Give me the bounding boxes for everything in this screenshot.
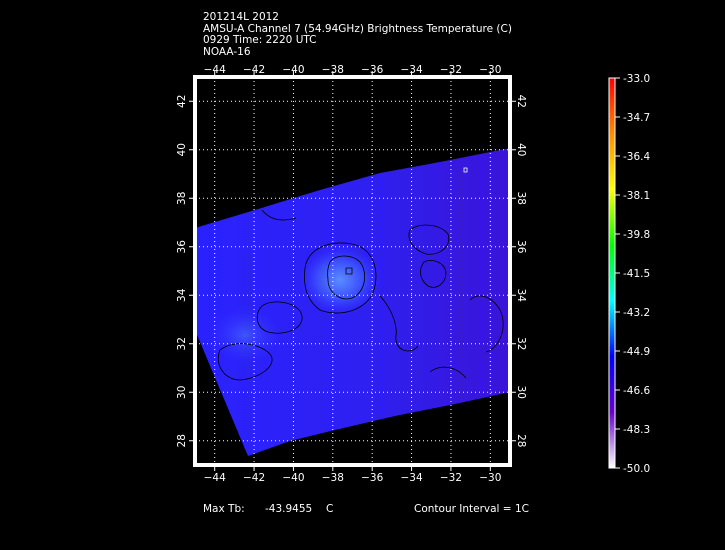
- map-frame: [193, 75, 512, 467]
- lon-label-bottom: −32: [440, 472, 462, 484]
- max-tb-unit: C: [326, 503, 334, 515]
- lon-label-top: −42: [243, 64, 265, 76]
- lon-label-bottom: −44: [204, 472, 226, 484]
- lon-label-top: −36: [361, 64, 383, 76]
- lat-label-left: 42: [176, 95, 188, 108]
- colorbar-ticks: [615, 77, 620, 469]
- lon-label-bottom: −40: [282, 472, 304, 484]
- satellite-name: NOAA-16: [203, 45, 251, 58]
- lat-label-left: 32: [176, 337, 188, 350]
- max-tb-label: Max Tb:: [203, 503, 245, 515]
- colorbar-label: -41.5: [623, 268, 650, 280]
- product-id: 201214L 2012: [203, 11, 279, 23]
- lon-label-top: −30: [479, 64, 501, 76]
- colorbar-label: -33.0: [623, 73, 650, 85]
- colorbar-label: -44.9: [623, 346, 650, 358]
- map-grid: [195, 77, 510, 465]
- contour-interval: Contour Interval = 1C: [414, 503, 529, 515]
- lat-label-left: 34: [176, 288, 188, 302]
- temperature-contours: [217, 167, 504, 381]
- lon-label-top: −32: [440, 64, 462, 76]
- lat-label-left: 30: [176, 386, 188, 399]
- map-tick-labels: −44 −44 −42 −42 −40 −40 −38 −38 −36 −36 −34 −34 −32 −…: [176, 64, 527, 484]
- product-title: AMSU-A Channel 7 (54.94GHz) Brightness T…: [203, 22, 512, 35]
- colorbar: [608, 77, 616, 469]
- colorbar-label: -48.3: [623, 424, 650, 436]
- lat-label-left: 28: [176, 434, 188, 447]
- lon-label-bottom: −38: [322, 472, 344, 484]
- lon-label-bottom: −42: [243, 472, 265, 484]
- lat-label-right: 38: [515, 192, 527, 205]
- colorbar-label: -36.4: [623, 151, 650, 163]
- lat-label-right: 40: [515, 143, 527, 156]
- lat-label-left: 38: [176, 192, 188, 205]
- lon-label-bottom: −30: [479, 472, 501, 484]
- lat-label-left: 40: [176, 143, 188, 156]
- colorbar-label: -43.2: [623, 307, 650, 319]
- colorbar-label: -46.6: [623, 385, 650, 397]
- lon-label-top: −38: [322, 64, 344, 76]
- colorbar-label: -38.1: [623, 190, 650, 202]
- colorbar-label: -34.7: [623, 112, 650, 124]
- lat-label-left: 36: [176, 240, 188, 254]
- lon-label-top: −40: [282, 64, 304, 76]
- lat-label-right: 42: [515, 95, 527, 108]
- lon-label-top: −34: [400, 64, 422, 76]
- colorbar-label: -50.0: [623, 463, 650, 475]
- colorbar-labels: -33.0 -34.7 -36.4 -38.1 -39.8 -41.5 -43.2 -44.9…: [623, 73, 650, 475]
- lat-label-right: 30: [515, 386, 527, 399]
- lat-label-right: 28: [515, 434, 527, 447]
- lat-label-right: 36: [515, 240, 527, 254]
- colorbar-label: -39.8: [623, 229, 650, 241]
- lat-label-right: 32: [515, 337, 527, 350]
- lon-label-top: −44: [204, 64, 226, 76]
- lat-label-right: 34: [515, 289, 527, 303]
- lon-label-bottom: −34: [400, 472, 422, 484]
- warm-core-region: [298, 244, 382, 316]
- observation-time: 0929 Time: 2220 UTC: [203, 34, 317, 46]
- warm-region-southwest: [207, 305, 283, 365]
- lon-label-bottom: −36: [361, 472, 383, 484]
- max-tb-value: -43.9455: [265, 503, 313, 515]
- map-ticks: [189, 71, 516, 471]
